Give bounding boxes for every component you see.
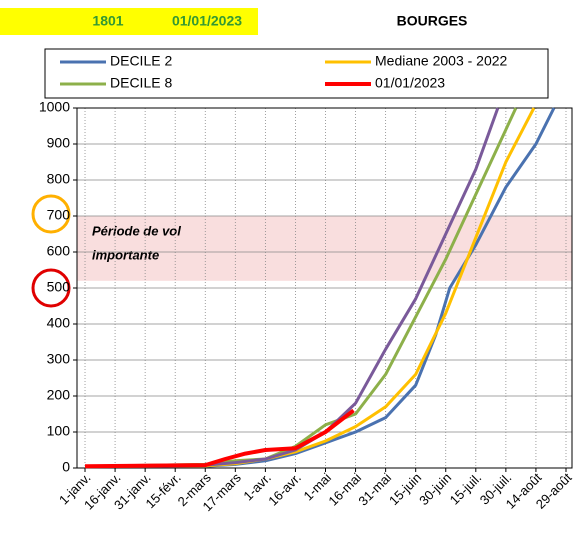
x-tick-label: 31-mai [355,470,394,509]
series-line [85,107,556,468]
y-tick-label: 1000 [39,99,70,115]
legend-label: 01/01/2023 [375,75,445,91]
station-code: 1801 [92,13,123,29]
y-tick-label: 800 [47,171,71,187]
highlight-circle [31,194,71,234]
y-tick-label: 300 [47,351,71,367]
x-tick-label: 16-mai [325,470,364,509]
series-line [85,107,536,468]
x-tick-label: 30-juin [416,470,454,508]
band-label: Période de vol [92,223,181,238]
x-tick-label: 15-juin [386,470,424,508]
series-line [84,408,355,469]
highlight-circle [31,268,71,308]
y-tick-label: 900 [47,135,71,151]
series-line [84,107,518,468]
legend-label: DECILE 8 [110,75,172,91]
y-tick-label: 400 [47,315,71,331]
y-tick-label: 200 [47,387,71,403]
y-tick-label: 600 [47,243,71,259]
legend-box [44,48,549,99]
y-tick-label: 100 [47,423,71,439]
y-tick-label: 700 [47,207,71,223]
x-tick-label: 15-juil. [447,470,485,508]
highlight-band [77,216,572,281]
x-tick-label: 16-avr. [265,470,304,509]
date-label: 01/01/2023 [172,13,242,29]
legend-label: DECILE 2 [110,53,172,69]
plot-frame [76,107,573,469]
chart-title: BOURGES [397,13,468,29]
legend-label: Mediane 2003 - 2022 [375,53,508,69]
series-line [85,107,500,468]
y-tick-label: 0 [62,459,70,475]
band-label: importante [92,247,159,262]
header-box [0,8,258,35]
y-tick-label: 500 [47,279,71,295]
